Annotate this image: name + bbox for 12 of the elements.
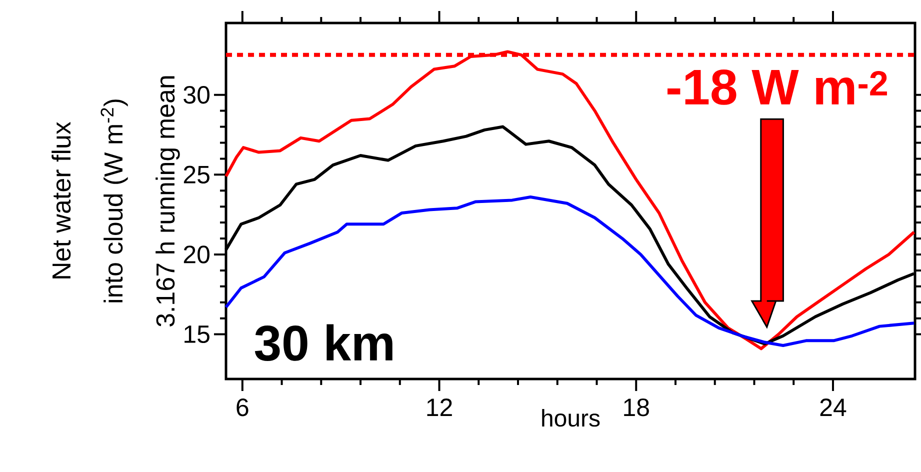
y-tick-label: 30 [184, 86, 210, 104]
annotation: -18 W m$^{-2}$ [668, 69, 887, 105]
x-tick-label: 12 [427, 398, 452, 416]
y-tick-label: 20 [184, 246, 210, 264]
annotation: 30 km [254, 324, 392, 361]
x-axis-title: hours [542, 409, 600, 427]
y-tick-label: 15 [184, 326, 210, 344]
x-tick-label: 18 [624, 398, 649, 416]
text: Net water flux into cloud (W m$^{-2}$) 3.167 h running mean [52, 76, 180, 326]
x-tick-label: 6 [236, 398, 248, 416]
x-tick-label: 24 [820, 398, 846, 416]
y-tick-label: 25 [184, 166, 210, 184]
